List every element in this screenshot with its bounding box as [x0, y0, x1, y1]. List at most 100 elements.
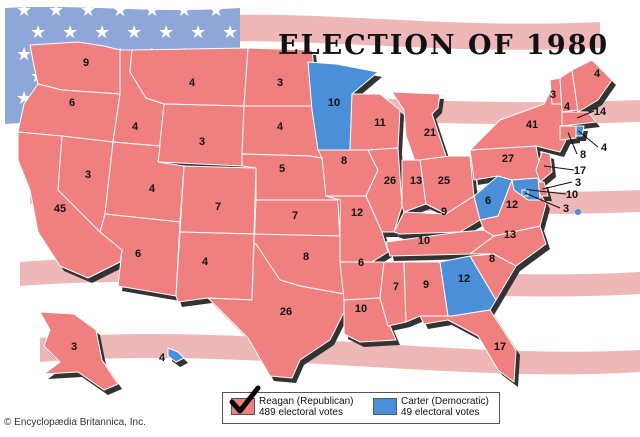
flag-star: ★ — [80, 0, 96, 21]
label-nj: 17 — [574, 165, 586, 177]
label-nv: 3 — [85, 169, 91, 181]
flag-star: ★ — [30, 22, 46, 43]
label-ak: 3 — [71, 341, 77, 353]
leader-line-ma — [576, 110, 595, 119]
label-fl: 17 — [494, 341, 506, 353]
leader-line-md — [526, 189, 567, 195]
label-ut: 4 — [149, 183, 156, 195]
state-md — [511, 177, 541, 201]
state-nm — [175, 231, 255, 303]
label-hi: 4 — [159, 352, 166, 364]
flag-star: ★ — [158, 22, 174, 43]
label-wi: 11 — [374, 117, 386, 129]
label-ct: 8 — [580, 149, 586, 161]
label-vt: 3 — [550, 89, 556, 101]
label-wv: 6 — [485, 195, 491, 207]
label-dc: 3 — [563, 203, 569, 215]
label-tx: 26 — [280, 306, 292, 318]
label-ri: 4 — [601, 142, 608, 154]
flag-star: ★ — [94, 22, 110, 43]
legend-reagan-votes: 489 electoral votes — [259, 407, 343, 418]
flag-star: ★ — [222, 22, 238, 43]
leader-line-ct — [567, 132, 578, 155]
label-co: 7 — [215, 201, 221, 213]
label-de: 3 — [575, 177, 581, 189]
label-sd: 4 — [277, 121, 284, 133]
flag-star: ★ — [190, 22, 206, 43]
state-az — [99, 213, 181, 297]
label-nc: 13 — [504, 229, 516, 241]
label-mn: 10 — [328, 97, 340, 109]
flag-star: ★ — [208, 0, 224, 21]
label-ne: 5 — [279, 163, 285, 175]
label-nh: 4 — [564, 101, 571, 113]
label-ok: 8 — [303, 251, 309, 263]
label-la: 10 — [355, 303, 367, 315]
leader-line-de — [542, 181, 573, 190]
label-ca: 45 — [54, 203, 66, 215]
state-wy — [157, 103, 245, 167]
state-mi — [391, 91, 447, 165]
flag-star: ★ — [16, 44, 32, 65]
label-oh: 25 — [438, 175, 450, 187]
leader-line-nj — [543, 165, 575, 171]
state-in — [401, 159, 427, 213]
dc-marker — [575, 209, 581, 215]
label-wy: 3 — [199, 136, 205, 148]
label-va: 12 — [506, 199, 518, 211]
label-ar: 6 — [358, 257, 364, 269]
state-il — [365, 147, 403, 233]
flag-star: ★ — [144, 0, 160, 21]
state-hi — [167, 347, 185, 363]
flag-star: ★ — [126, 22, 142, 43]
label-md: 10 — [566, 189, 578, 201]
label-or: 6 — [69, 97, 75, 109]
leader-line-ri — [578, 130, 599, 148]
legend-carter-name: Carter (Democratic) — [401, 396, 489, 407]
flag-stripe-4 — [40, 334, 640, 375]
label-tn: 10 — [418, 235, 430, 247]
flag-star: ★ — [48, 0, 64, 21]
state-tx — [207, 243, 345, 379]
label-sc: 8 — [489, 253, 495, 265]
label-ga: 12 — [458, 273, 470, 285]
states-layer — [17, 41, 613, 391]
label-ny: 41 — [526, 119, 538, 131]
state-ak — [39, 311, 119, 391]
label-il: 26 — [384, 175, 396, 187]
label-ma: 14 — [594, 106, 607, 118]
legend: Reagan (Republican) 489 electoral votes … — [222, 385, 500, 424]
label-pa: 27 — [502, 153, 514, 165]
legend-swatch-carter — [373, 398, 397, 415]
checkmark-icon — [229, 385, 261, 414]
flag-star: ★ — [176, 0, 192, 21]
label-id: 4 — [132, 121, 139, 133]
label-in: 13 — [410, 175, 422, 187]
label-az: 6 — [135, 248, 141, 260]
legend-carter: Carter (Democratic) 49 electoral votes — [401, 396, 489, 418]
legend-reagan-name: Reagan (Republican) — [259, 396, 354, 407]
label-nm: 4 — [202, 256, 209, 268]
label-mo: 12 — [351, 207, 363, 219]
legend-carter-votes: 49 electoral votes — [401, 407, 480, 418]
label-nd: 3 — [277, 77, 283, 89]
leader-lines — [524, 110, 599, 209]
legend-reagan: Reagan (Republican) 489 electoral votes — [259, 396, 354, 418]
state-co — [179, 165, 257, 235]
label-ks: 7 — [292, 210, 298, 222]
label-me: 4 — [594, 68, 601, 80]
map-title: ELECTION OF 1980 — [278, 30, 610, 61]
label-wa: 9 — [83, 57, 89, 69]
state-wv — [473, 175, 513, 221]
label-mt: 4 — [189, 77, 196, 89]
flag-star: ★ — [62, 22, 78, 43]
state-ma — [561, 111, 597, 127]
state-nj — [535, 151, 553, 183]
flag-star: ★ — [112, 0, 128, 21]
label-al: 9 — [423, 279, 429, 291]
label-ms: 7 — [393, 281, 399, 293]
label-mi: 21 — [424, 127, 436, 139]
